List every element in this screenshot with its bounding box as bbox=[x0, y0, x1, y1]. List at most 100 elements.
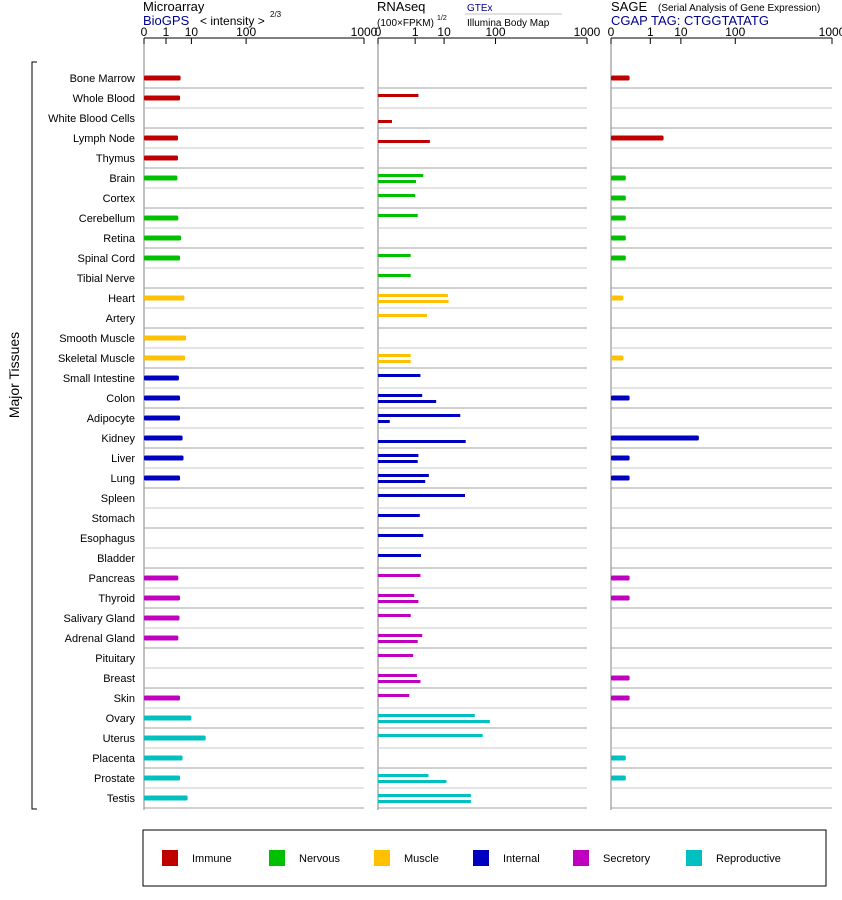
microarray-bar bbox=[144, 415, 181, 421]
rnaseq-scale-exponent: 1/2 bbox=[437, 15, 447, 22]
tissue-label: Salivary Gland bbox=[63, 613, 135, 625]
rnaseq-gtex-bar bbox=[378, 674, 417, 677]
tissue-label: Thymus bbox=[96, 153, 136, 165]
tissue-label: Brain bbox=[109, 173, 135, 185]
rnaseq-tick-label: 10 bbox=[437, 25, 451, 39]
cgap-tag-link[interactable]: CGAP TAG: CTGGTATATG bbox=[611, 13, 769, 28]
sage-bar bbox=[611, 355, 624, 361]
legend-label-reproductive: Reproductive bbox=[716, 853, 781, 865]
sage-bar bbox=[611, 395, 630, 401]
tissue-label: Lymph Node bbox=[73, 133, 135, 145]
microarray-bar bbox=[144, 375, 179, 381]
rnaseq-gtex-bar bbox=[378, 734, 483, 737]
tissue-label: Whole Blood bbox=[73, 93, 135, 105]
tissue-label: Uterus bbox=[103, 733, 136, 745]
microarray-tick-label: 10 bbox=[185, 25, 199, 39]
illumina-body-map-label: Illumina Body Map bbox=[467, 18, 550, 29]
sage-bar bbox=[611, 695, 630, 701]
rnaseq-tick-label: 1000 bbox=[574, 25, 601, 39]
microarray-bar bbox=[144, 795, 188, 801]
rnaseq-gtex-bar bbox=[378, 714, 475, 717]
rnaseq-gtex-bar bbox=[378, 394, 423, 397]
sage-tick-label: 100 bbox=[725, 25, 745, 39]
legend-label-secretory: Secretory bbox=[603, 853, 651, 865]
sage-bar bbox=[611, 215, 626, 221]
rnaseq-gtex-bar bbox=[378, 274, 411, 277]
tissue-label: Breast bbox=[103, 673, 135, 685]
sage-bar bbox=[611, 575, 630, 581]
sage-bar bbox=[611, 135, 664, 141]
rnaseq-header: RNAseq (100×FPKM) 1/2 GTEx Illumina Body… bbox=[377, 0, 562, 29]
microarray-scale-exponent: 2/3 bbox=[270, 10, 282, 19]
sage-tick-label: 0 bbox=[608, 25, 615, 39]
microarray-bar bbox=[144, 95, 181, 101]
rnaseq-gtex-bar bbox=[378, 554, 422, 557]
legend-label-immune: Immune bbox=[192, 853, 232, 865]
rnaseq-gtex-bar bbox=[378, 774, 429, 777]
rnaseq-bodymap-bar bbox=[378, 720, 490, 723]
rnaseq-bodymap-bar bbox=[378, 300, 449, 303]
rnaseq-bodymap-bar bbox=[378, 680, 421, 683]
sage-bar bbox=[611, 775, 626, 781]
microarray-bar bbox=[144, 255, 181, 261]
sage-bar bbox=[611, 295, 624, 301]
rnaseq-gtex-bar bbox=[378, 254, 411, 257]
rnaseq-gtex-bar bbox=[378, 594, 415, 597]
microarray-bar bbox=[144, 615, 180, 621]
microarray-bar bbox=[144, 715, 192, 721]
sage-bar bbox=[611, 235, 626, 241]
rnaseq-bodymap-bar bbox=[378, 420, 390, 423]
rnaseq-bodymap-bar bbox=[378, 440, 466, 443]
sage-title: SAGE bbox=[611, 0, 647, 14]
microarray-bar bbox=[144, 435, 183, 441]
rnaseq-bodymap-bar bbox=[378, 180, 417, 183]
gtex-link[interactable]: GTEx bbox=[467, 3, 493, 14]
legend-box bbox=[142, 829, 827, 887]
microarray-bar bbox=[144, 475, 181, 481]
microarray-title: Microarray bbox=[143, 0, 205, 14]
legend-swatch-nervous bbox=[269, 850, 285, 866]
tissue-label: Adipocyte bbox=[87, 413, 135, 425]
tissue-bracket bbox=[31, 61, 37, 810]
sage-tick-label: 1 bbox=[647, 25, 654, 39]
rnaseq-gtex-bar bbox=[378, 314, 427, 317]
rnaseq-bodymap-bar bbox=[378, 120, 392, 123]
tissue-label: Stomach bbox=[92, 513, 135, 525]
tissue-label: Bone Marrow bbox=[70, 73, 135, 85]
legend-label-internal: Internal bbox=[503, 853, 540, 865]
sage-tick-label: 1000 bbox=[819, 25, 842, 39]
rnaseq-gtex-bar bbox=[378, 474, 429, 477]
sage-bar bbox=[611, 675, 630, 681]
microarray-tick-label: 0 bbox=[141, 25, 148, 39]
microarray-bar bbox=[144, 335, 187, 341]
microarray-bar bbox=[144, 355, 186, 361]
tissue-label: Artery bbox=[106, 313, 136, 325]
rnaseq-bodymap-bar bbox=[378, 460, 418, 463]
rnaseq-gtex-bar bbox=[378, 194, 416, 197]
tissue-label: Retina bbox=[103, 233, 136, 245]
sage-header: SAGE (Serial Analysis of Gene Expression… bbox=[611, 0, 820, 28]
microarray-bar bbox=[144, 635, 179, 641]
sage-bar bbox=[611, 195, 626, 201]
tissue-label: Liver bbox=[111, 453, 135, 465]
legend-swatch-immune bbox=[162, 850, 178, 866]
tissue-label: Smooth Muscle bbox=[59, 333, 135, 345]
tissue-label: Thyroid bbox=[98, 593, 135, 605]
tissue-label: Skeletal Muscle bbox=[58, 353, 135, 365]
rnaseq-gtex-bar bbox=[378, 514, 420, 517]
rnaseq-gtex-bar bbox=[378, 374, 421, 377]
tissue-label: Ovary bbox=[106, 713, 136, 725]
microarray-tick-label: 1 bbox=[163, 25, 170, 39]
tissue-label: Small Intestine bbox=[63, 373, 135, 385]
legend-label-nervous: Nervous bbox=[299, 853, 340, 865]
tissue-label: Cerebellum bbox=[79, 213, 135, 225]
biogps-link[interactable]: BioGPS bbox=[143, 13, 190, 28]
legend-label-muscle: Muscle bbox=[404, 853, 439, 865]
microarray-bar bbox=[144, 215, 179, 221]
microarray-bar bbox=[144, 155, 179, 161]
microarray-bar bbox=[144, 75, 181, 81]
sage-bar bbox=[611, 475, 630, 481]
tissue-label: Prostate bbox=[94, 773, 135, 785]
tissue-label: Lung bbox=[111, 473, 135, 485]
